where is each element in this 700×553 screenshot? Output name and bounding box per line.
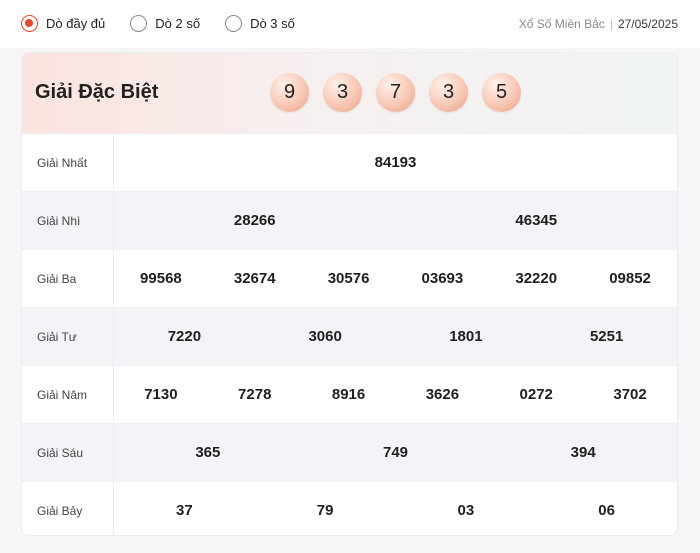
- prize-row-first: Giải Nhất 84193: [22, 133, 677, 191]
- prize-number: 06: [598, 502, 615, 519]
- prize-number: 365: [195, 444, 221, 461]
- lottery-name: Xổ Số Miền Bắc: [518, 17, 605, 31]
- prize-number: 79: [316, 502, 334, 519]
- prize-number: 03: [457, 502, 475, 519]
- prize-row-fourth: Giải Tư 7220 3060 1801 5251: [22, 307, 677, 365]
- prize-numbers: 7220 3060 1801 5251: [114, 308, 677, 365]
- prize-row-second: Giải Nhì 28266 46345: [22, 191, 677, 249]
- radio-unchecked-icon[interactable]: [130, 15, 148, 32]
- prize-label: Giải Tư: [22, 308, 114, 365]
- radio-3-digits[interactable]: Dò 3 số: [225, 15, 295, 32]
- prize-number: 3626: [425, 386, 460, 403]
- prize-number: 394: [570, 444, 596, 461]
- radio-unchecked-icon[interactable]: [225, 15, 243, 32]
- top-bar: Dò đầy đủ Dò 2 số Dò 3 số Xổ Số Miền Bắc…: [0, 0, 700, 48]
- prize-number: 46345: [515, 212, 558, 229]
- special-prize-row: Giải Đặc Biệt 9 3 7 3 5: [22, 53, 677, 133]
- prize-number: 8916: [331, 386, 366, 403]
- results-card: Giải Đặc Biệt 9 3 7 3 5 Giải Nhất 84193 …: [21, 52, 678, 536]
- special-prize-balls: 9 3 7 3 5: [270, 73, 535, 112]
- prize-number: 749: [382, 444, 409, 461]
- prize-number: 32674: [233, 270, 276, 287]
- prize-row-fifth: Giải Năm 7130 7278 8916 3626 0272 3702: [22, 365, 677, 423]
- prize-row-seventh: Giải Bảy 37 79 03 06: [22, 481, 677, 535]
- radio-checked-icon[interactable]: [21, 15, 38, 32]
- prize-number: 0272: [519, 386, 553, 403]
- meta-separator: |: [609, 17, 613, 31]
- special-digit-ball: 9: [270, 73, 309, 112]
- prize-numbers: 84193: [114, 134, 677, 191]
- prize-number: 3060: [308, 328, 342, 345]
- prize-number: 7130: [144, 386, 178, 403]
- prize-number: 09852: [609, 270, 651, 287]
- prize-numbers: 99568 32674 30576 03693 32220 09852: [114, 250, 677, 307]
- mode-radio-group: Dò đầy đủ Dò 2 số Dò 3 số: [21, 15, 320, 32]
- prize-number: 32220: [515, 270, 558, 287]
- prize-numbers: 28266 46345: [114, 192, 677, 249]
- prize-numbers: 37 79 03 06: [114, 482, 677, 535]
- special-digit-ball: 5: [482, 73, 521, 112]
- prize-number: 03693: [421, 270, 464, 287]
- prize-label: Giải Năm: [22, 366, 114, 423]
- radio-2-digits[interactable]: Dò 2 số: [130, 15, 200, 32]
- prize-number: 99568: [140, 270, 182, 287]
- prize-numbers: 365 749 394: [114, 424, 677, 481]
- special-digit-ball: 3: [323, 73, 362, 112]
- prize-number: 1801: [449, 328, 483, 345]
- prize-number: 28266: [233, 212, 276, 229]
- prize-label: Giải Nhì: [22, 192, 114, 249]
- prize-label: Giải Ba: [22, 250, 114, 307]
- draw-meta: Xổ Số Miền Bắc | 27/05/2025: [519, 17, 678, 31]
- special-prize-label: Giải Đặc Biệt: [35, 81, 159, 103]
- prize-number: 84193: [374, 154, 417, 171]
- prize-label: Giải Sáu: [22, 424, 114, 481]
- prize-row-sixth: Giải Sáu 365 749 394: [22, 423, 677, 481]
- special-digit-ball: 7: [376, 73, 415, 112]
- prize-label: Giải Bảy: [22, 482, 114, 535]
- radio-2-digits-label[interactable]: Dò 2 số: [155, 16, 201, 31]
- special-digit-ball: 3: [429, 73, 468, 112]
- radio-full-label[interactable]: Dò đầy đủ: [46, 16, 106, 31]
- prize-number: 5251: [589, 328, 624, 345]
- prize-number: 30576: [327, 270, 370, 287]
- prize-row-third: Giải Ba 99568 32674 30576 03693 32220 09…: [22, 249, 677, 307]
- prize-number: 37: [176, 502, 193, 519]
- draw-date: 27/05/2025: [617, 17, 678, 31]
- radio-full[interactable]: Dò đầy đủ: [21, 15, 105, 32]
- prize-label: Giải Nhất: [22, 134, 114, 191]
- prize-numbers: 7130 7278 8916 3626 0272 3702: [114, 366, 677, 423]
- radio-3-digits-label[interactable]: Dò 3 số: [250, 16, 295, 31]
- prize-number: 7278: [238, 386, 272, 403]
- prize-number: 3702: [613, 386, 647, 403]
- prize-number: 7220: [167, 328, 202, 345]
